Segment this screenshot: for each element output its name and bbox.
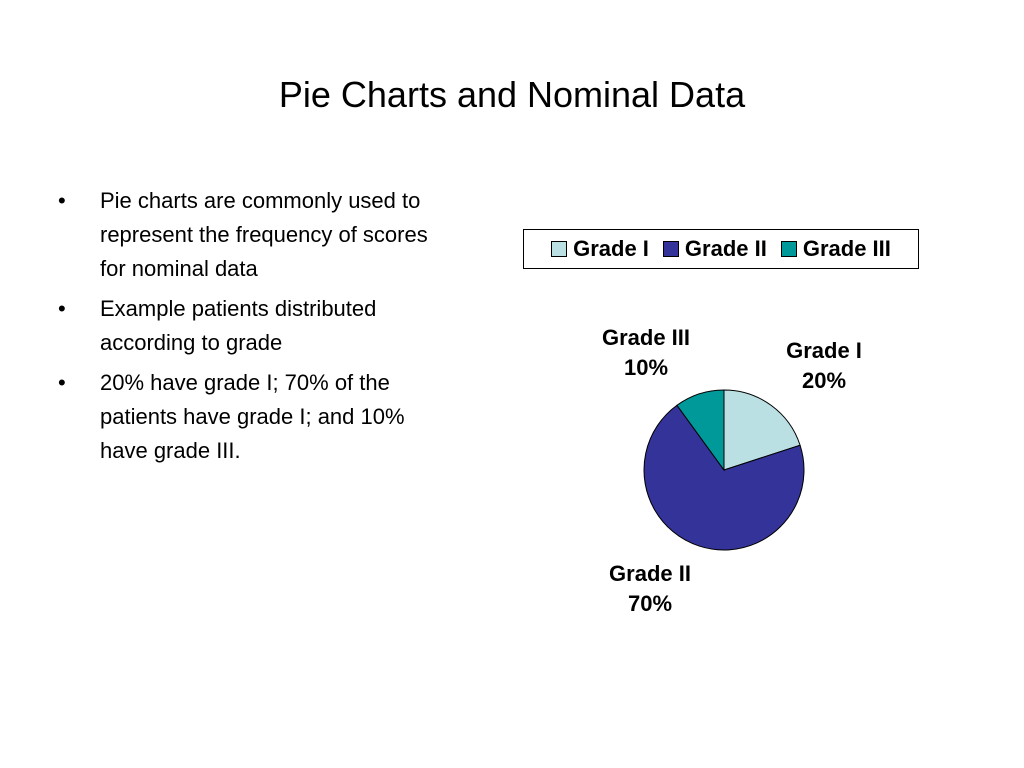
pie-chart	[643, 389, 805, 551]
legend-swatch	[780, 241, 797, 257]
bullet-text: Example patients distributed according t…	[100, 296, 377, 355]
slice-category: Grade II	[609, 561, 691, 586]
legend-item-grade-3: Grade III	[780, 236, 891, 262]
pie-slice-grade-i	[723, 389, 801, 471]
legend-label: Grade I	[573, 236, 649, 261]
chart-legend: Grade I Grade II Grade III	[523, 229, 919, 269]
slice-label-grade-1: Grade I 20%	[744, 336, 904, 396]
pie-slice-grade-ii	[643, 404, 805, 551]
bullet-list: • Pie charts are commonly used to repres…	[58, 184, 438, 474]
legend-swatch	[662, 241, 679, 257]
bullet-dot: •	[58, 296, 66, 321]
bullet-dot: •	[58, 188, 66, 213]
slide-title: Pie Charts and Nominal Data	[278, 74, 746, 115]
bullet-item: • Pie charts are commonly used to repres…	[58, 184, 438, 286]
slice-percent: 20%	[801, 368, 847, 393]
slice-category: Grade III	[601, 325, 691, 350]
slice-category: Grade I	[786, 338, 862, 363]
bullet-text: 20% have grade I; 70% of the patients ha…	[100, 370, 405, 463]
legend-label: Grade II	[684, 236, 767, 261]
legend-item-grade-1: Grade I	[551, 236, 649, 262]
bullet-text: Pie charts are commonly used to represen…	[100, 188, 428, 281]
bullet-item: • 20% have grade I; 70% of the patients …	[58, 366, 438, 468]
slice-label-grade-3: Grade III 10%	[566, 323, 726, 383]
slice-percent: 70%	[627, 591, 673, 616]
bullet-dot: •	[58, 370, 66, 395]
legend-label: Grade III	[802, 236, 891, 261]
bullet-item: • Example patients distributed according…	[58, 292, 438, 360]
slice-percent: 10%	[623, 355, 669, 380]
legend-item-grade-2: Grade II	[662, 236, 767, 262]
slice-label-grade-2: Grade II 70%	[570, 559, 730, 619]
pie-slice-grade-iii	[676, 389, 725, 472]
legend-swatch	[551, 241, 568, 257]
